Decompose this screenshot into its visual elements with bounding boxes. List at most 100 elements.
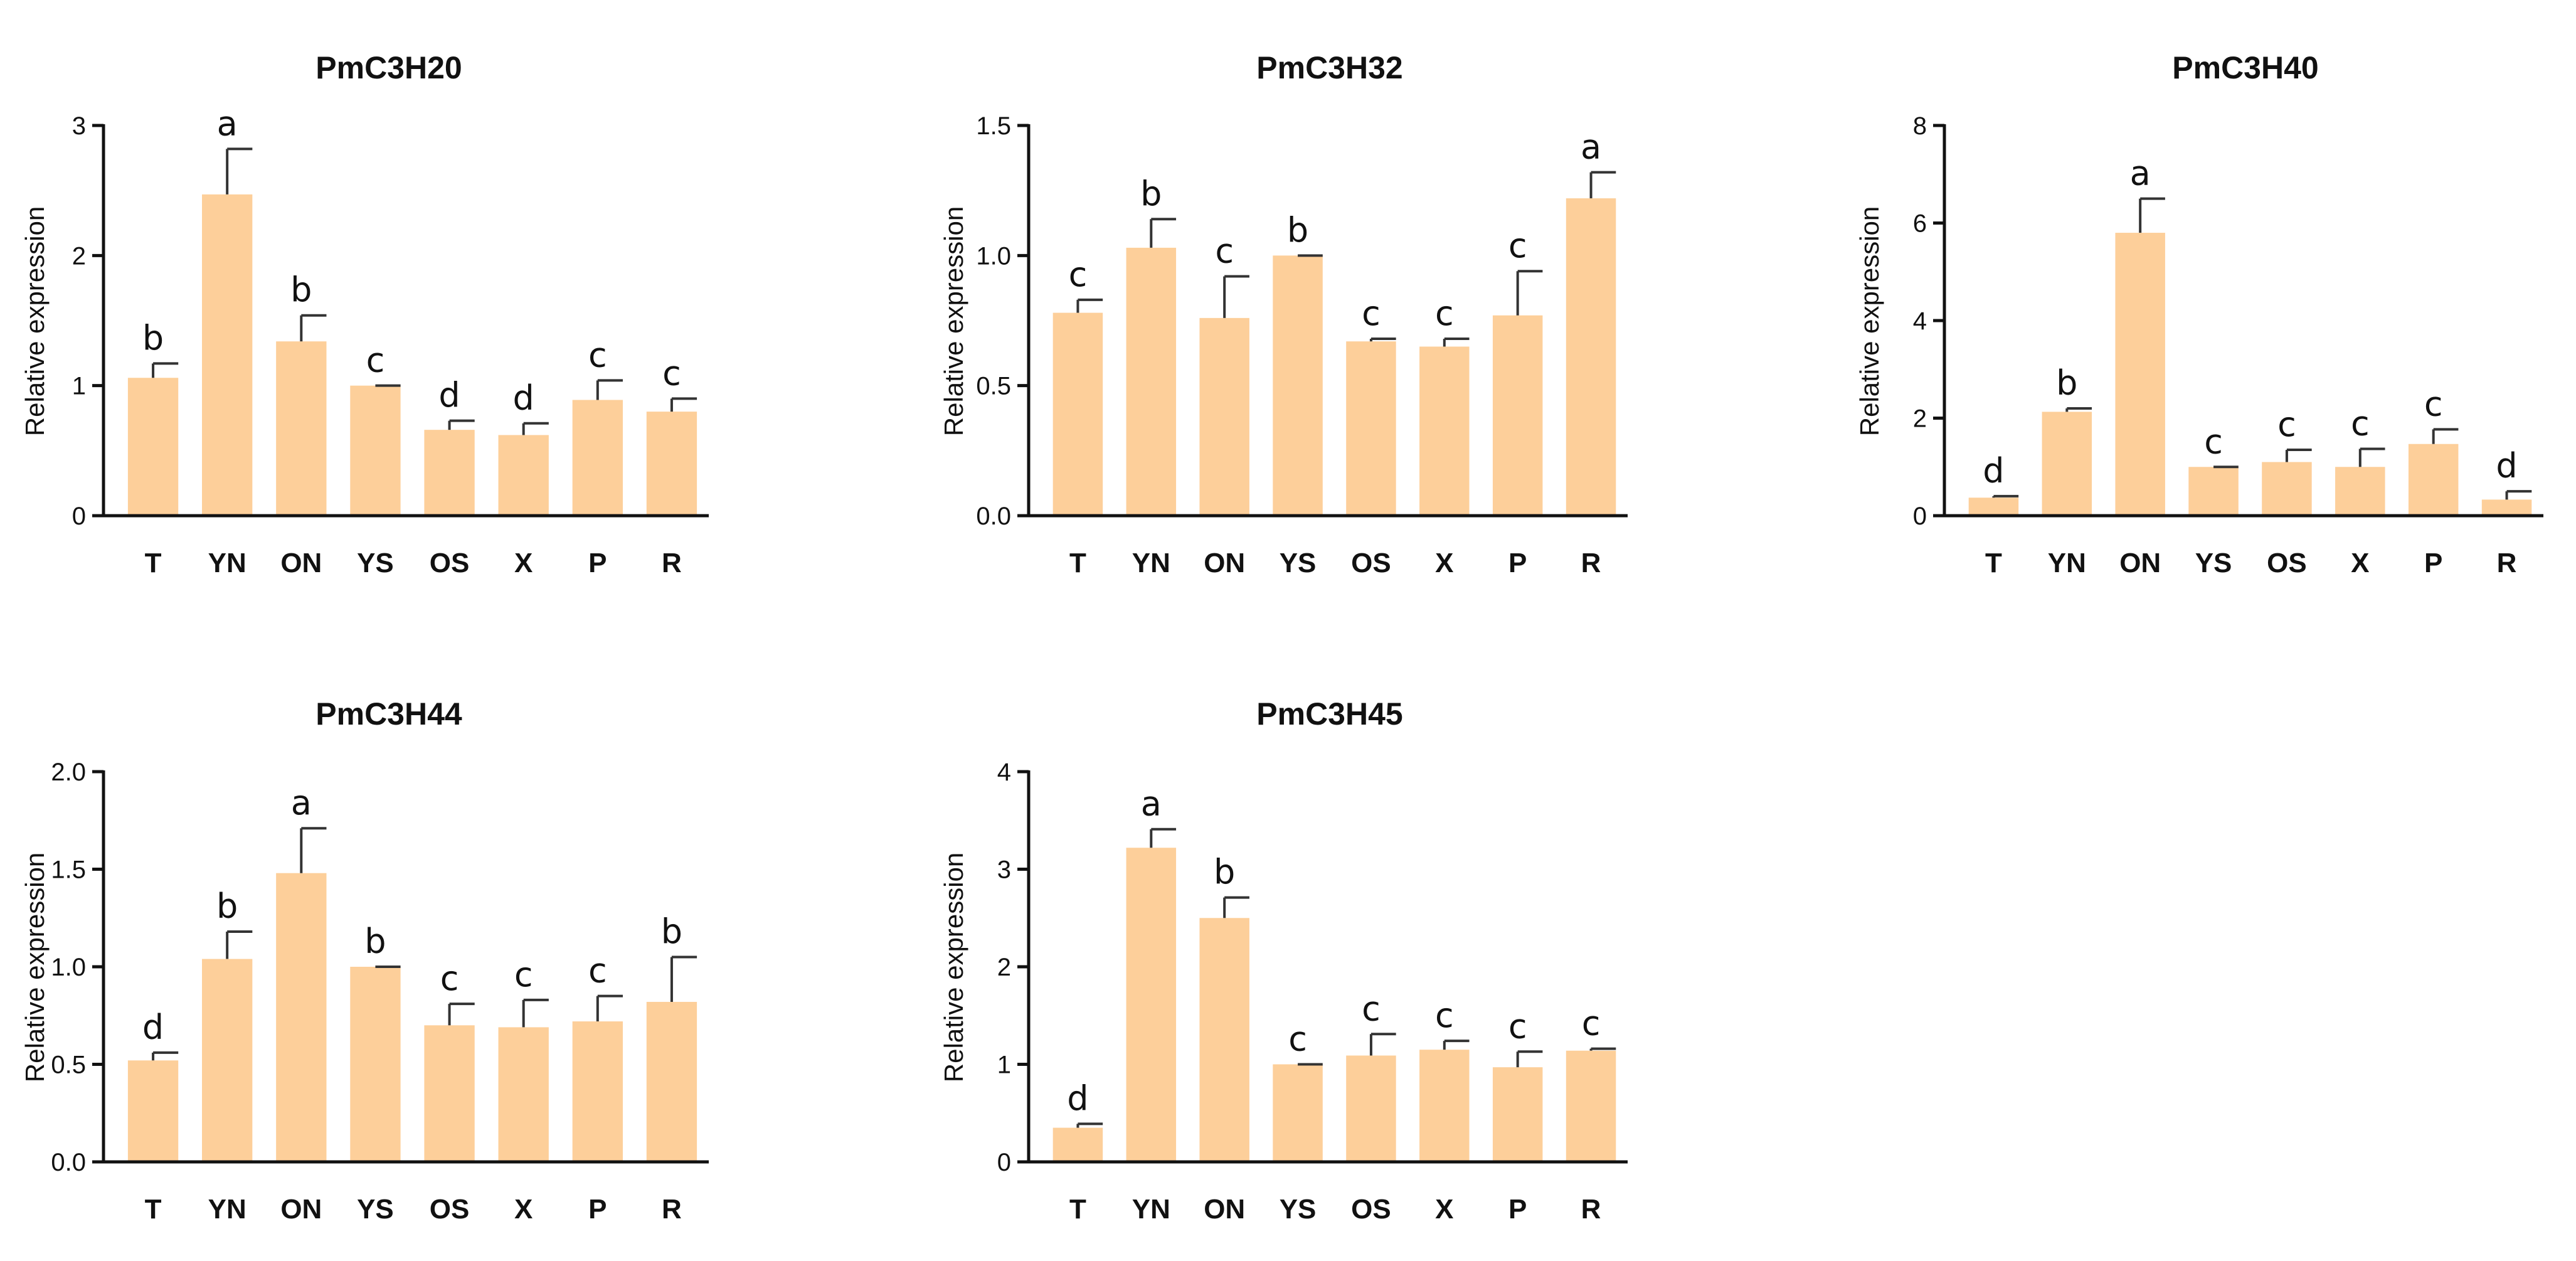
x-tick-label: YS xyxy=(357,548,394,578)
significance-letter: d xyxy=(2496,446,2517,486)
x-tick-label: YN xyxy=(208,1194,246,1225)
x-tick-label: YN xyxy=(1132,1194,1170,1225)
bar xyxy=(2042,412,2092,516)
significance-letter: c xyxy=(2351,403,2370,443)
bar xyxy=(1199,918,1249,1162)
y-axis-label: Relative expression xyxy=(1855,206,1884,437)
y-tick-label: 6 xyxy=(1913,210,1927,238)
x-tick-label: OS xyxy=(430,1194,470,1225)
bar xyxy=(1346,1055,1396,1162)
y-tick-label: 0.0 xyxy=(51,1149,86,1176)
significance-letter: d xyxy=(142,1008,164,1047)
bar xyxy=(1566,198,1616,516)
y-tick-label: 0 xyxy=(1913,503,1927,530)
bar xyxy=(646,1001,697,1162)
x-tick-label: ON xyxy=(1204,1194,1245,1225)
bar xyxy=(127,378,179,516)
x-tick-label: X xyxy=(2351,548,2369,578)
significance-letter: c xyxy=(588,951,607,991)
bar xyxy=(1492,1067,1543,1162)
y-tick-label: 3 xyxy=(997,856,1011,884)
significance-letter: b xyxy=(1214,853,1235,892)
panel-pmc3h20: PmC3H20 Relative expression b Ta YN b ON c YS d… xyxy=(20,50,709,578)
y-tick-label: 4 xyxy=(1913,307,1927,335)
y-tick-label: 2 xyxy=(1913,405,1927,433)
x-tick-label: YN xyxy=(208,548,246,578)
x-tick-label: R xyxy=(1581,1194,1601,1225)
bar xyxy=(572,400,623,516)
y-tick-label: 1 xyxy=(72,373,86,400)
significance-letter: d xyxy=(1983,451,2004,491)
x-tick-label: ON xyxy=(1204,548,1245,578)
bar xyxy=(2262,462,2312,516)
y-tick-label: 1.5 xyxy=(976,112,1011,140)
significance-letter: b xyxy=(1287,210,1308,250)
x-tick-label: X xyxy=(1435,1194,1453,1225)
bar xyxy=(2408,444,2459,516)
significance-letter: d xyxy=(1067,1078,1088,1118)
x-tick-label: OS xyxy=(1351,548,1391,578)
x-tick-label: T xyxy=(145,1194,162,1225)
bar xyxy=(1126,247,1177,516)
significance-letter: c xyxy=(1508,226,1527,265)
x-tick-label: YS xyxy=(357,1194,394,1225)
x-tick-label: X xyxy=(1435,548,1453,578)
significance-letter: c xyxy=(662,353,681,393)
significance-letter: c xyxy=(1362,989,1381,1028)
significance-letter: c xyxy=(588,335,607,375)
bar xyxy=(350,385,401,516)
y-axis-label: Relative expression xyxy=(20,206,50,437)
bar xyxy=(2188,467,2239,516)
significance-letter: b xyxy=(2056,363,2077,403)
panel-pmc3h40: PmC3H40 Relative expression d Tb YN a ON c YS c… xyxy=(1855,50,2543,578)
x-tick-label: T xyxy=(1069,1194,1086,1225)
significance-letter: b xyxy=(661,912,682,951)
significance-letter: c xyxy=(366,341,385,380)
y-tick-label: 4 xyxy=(997,758,1011,786)
x-tick-label: YN xyxy=(1132,548,1170,578)
bar xyxy=(1126,848,1177,1162)
significance-letter: a xyxy=(217,104,238,143)
significance-letter: b xyxy=(290,270,312,310)
significance-letter: b xyxy=(364,922,386,961)
x-tick-label: ON xyxy=(280,548,322,578)
x-tick-label: OS xyxy=(430,548,470,578)
x-tick-label: ON xyxy=(280,1194,322,1225)
chart-title: PmC3H45 xyxy=(1256,696,1402,732)
significance-letter: b xyxy=(216,886,238,926)
significance-letter: d xyxy=(513,378,534,418)
x-tick-label: X xyxy=(514,1194,533,1225)
panel-pmc3h44: PmC3H44 Relative expression d Tb YN a ON b YS c… xyxy=(20,696,709,1225)
y-tick-label: 2 xyxy=(997,954,1011,981)
bar xyxy=(202,194,253,516)
significance-letter: c xyxy=(2204,422,2223,461)
x-tick-label: R xyxy=(662,548,682,578)
bar xyxy=(1968,497,2019,516)
y-tick-label: 0.5 xyxy=(976,373,1011,400)
chart-title: PmC3H20 xyxy=(315,50,462,85)
x-tick-label: T xyxy=(1985,548,2002,578)
x-tick-label: OS xyxy=(2267,548,2307,578)
bar xyxy=(424,1025,475,1162)
significance-letter: c xyxy=(1069,255,1088,294)
panel-pmc3h32: PmC3H32 Relative expression c Tb YN c ON b YS c… xyxy=(939,50,1628,578)
x-tick-label: YS xyxy=(2195,548,2232,578)
significance-letter: a xyxy=(2130,154,2151,193)
y-tick-label: 1.0 xyxy=(51,954,86,981)
x-tick-label: P xyxy=(588,548,607,578)
significance-letter: c xyxy=(1435,996,1454,1035)
x-tick-label: T xyxy=(1069,548,1086,578)
bar xyxy=(1419,346,1470,516)
significance-letter: c xyxy=(1582,1004,1601,1043)
bar xyxy=(2481,499,2532,516)
bar xyxy=(498,1027,549,1162)
x-tick-label: R xyxy=(2497,548,2517,578)
significance-letter: c xyxy=(1288,1019,1307,1059)
y-axis-label: Relative expression xyxy=(20,853,50,1083)
bar xyxy=(1052,1127,1103,1162)
y-tick-label: 1.0 xyxy=(976,242,1011,270)
bar xyxy=(1273,255,1323,516)
y-tick-label: 1 xyxy=(997,1051,1011,1079)
bar xyxy=(1199,317,1249,516)
x-tick-label: X xyxy=(514,548,533,578)
